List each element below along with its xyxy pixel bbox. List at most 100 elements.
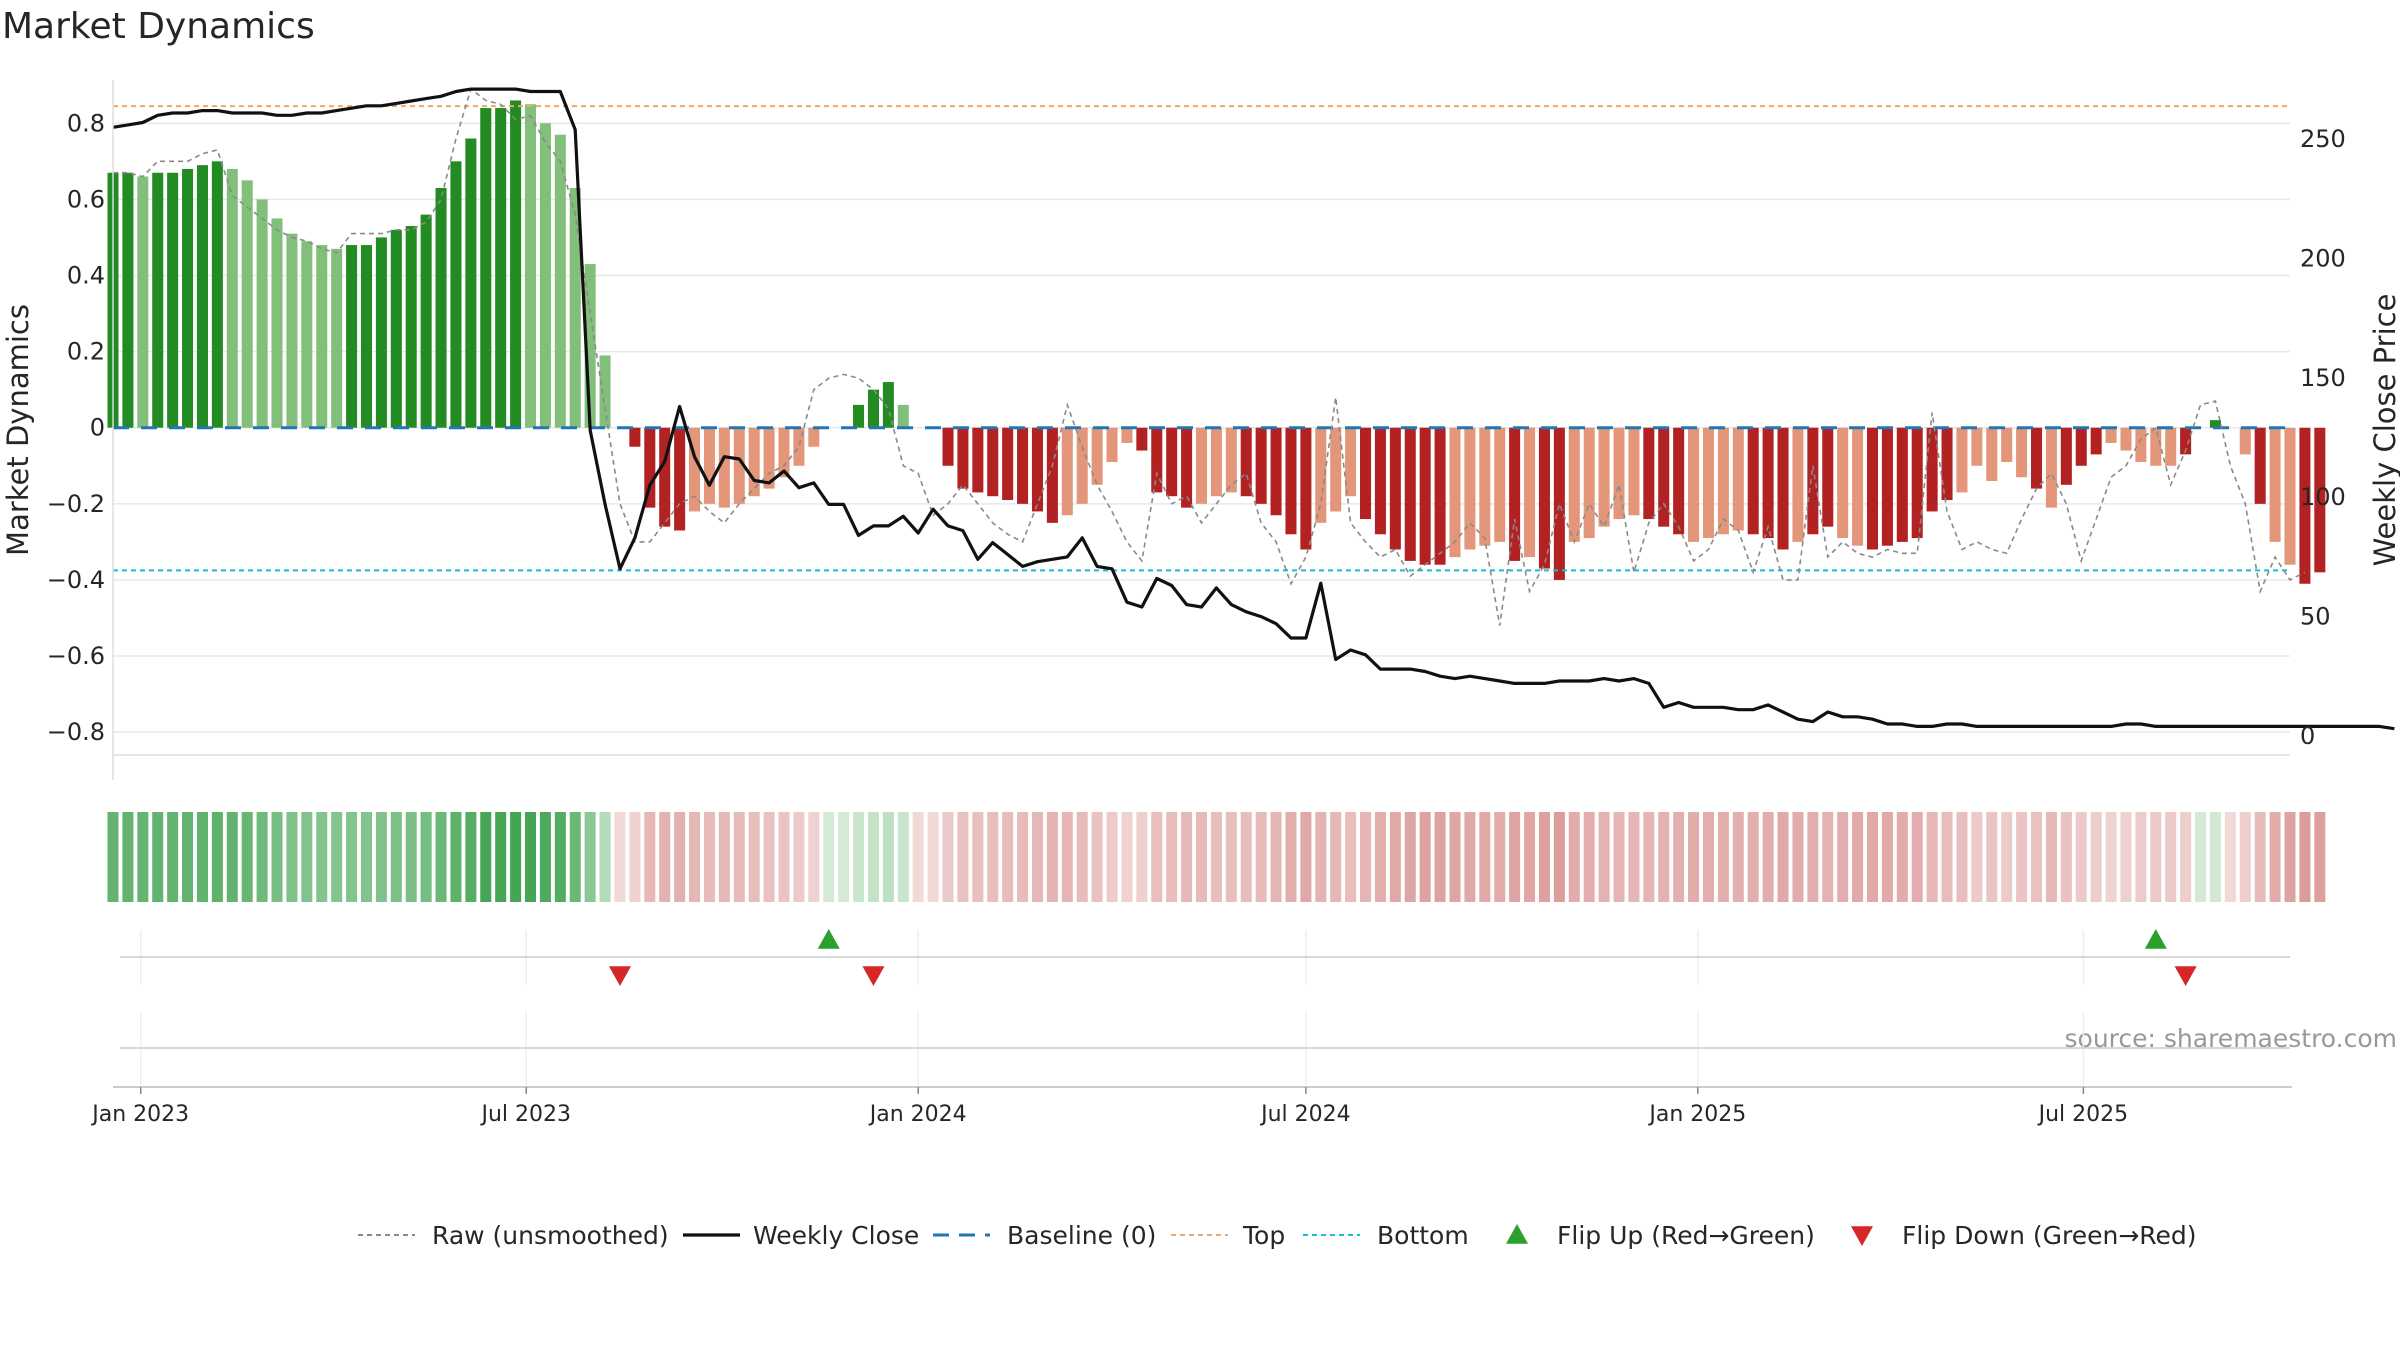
regime-strip-cell — [1494, 812, 1506, 902]
dynamics-bar — [853, 404, 865, 428]
legend-label: Flip Up (Red→Green) — [1557, 1221, 1815, 1250]
regime-strip-cell — [1240, 812, 1252, 902]
regime-strip-cell — [271, 812, 283, 902]
regime-strip-cell — [629, 812, 641, 902]
dynamics-bar — [390, 229, 402, 428]
dynamics-bar — [1270, 427, 1282, 516]
dynamics-bar — [1389, 427, 1401, 550]
axes: 0.8 0.6 0.4 0.2 0 −0.2 −0.4 −0.6 −0.8 250 200 150 10… — [47, 80, 2346, 1127]
regime-strip-cell — [1986, 812, 1998, 902]
regime-strip-cell — [2195, 812, 2207, 902]
dynamics-bar — [1255, 427, 1267, 504]
y-tick-label: 0.8 — [67, 109, 105, 137]
x-tick-label: Jan 2023 — [90, 1102, 189, 1127]
regime-strip-cell — [867, 812, 879, 902]
dynamics-bar — [2105, 427, 2117, 443]
dynamics-bar — [1911, 427, 1923, 539]
regime-strip-cell — [196, 812, 208, 902]
dynamics-bar — [1106, 427, 1118, 462]
regime-strip-cell — [2180, 812, 2192, 902]
dynamics-bar — [778, 427, 790, 478]
dynamics-bar — [1688, 427, 1700, 542]
regime-strip-cell — [2105, 812, 2117, 902]
regime-strip-cell — [1762, 812, 1774, 902]
regime-strip-cell — [644, 812, 656, 902]
legend-label: Flip Down (Green→Red) — [1902, 1221, 2197, 1250]
regime-strip-cell — [1896, 812, 1908, 902]
regime-strip-cell — [107, 812, 119, 902]
dynamics-bar — [1031, 427, 1043, 512]
regime-strip-cell — [331, 812, 343, 902]
regime-strip-cell — [137, 812, 149, 902]
dynamics-bar — [718, 427, 730, 508]
dynamics-bar — [1285, 427, 1297, 535]
dynamics-bar — [1300, 427, 1312, 550]
regime-strip-cell — [1538, 812, 1550, 902]
dynamics-bar — [1717, 427, 1729, 535]
dynamics-bar — [1628, 427, 1640, 516]
regime-strip-cell — [2314, 812, 2326, 902]
y-tick-label: −0.2 — [47, 490, 105, 518]
dynamics-bar — [1658, 427, 1670, 527]
dynamics-bar — [1509, 427, 1521, 561]
y2-tick-label: 50 — [2300, 603, 2331, 631]
y2-axis-label: Weekly Close Price — [2368, 294, 2400, 567]
dynamics-bar — [1837, 427, 1849, 539]
regime-strip-cell — [1747, 812, 1759, 902]
regime-strip-cell — [122, 812, 134, 902]
regime-strip-cell — [1643, 812, 1655, 902]
regime-strip-cell — [2284, 812, 2296, 902]
dynamics-bar — [1002, 427, 1014, 501]
regime-strip-cell — [1225, 812, 1237, 902]
regime-strip-cell — [1464, 812, 1476, 902]
regime-strip-cell — [733, 812, 745, 902]
regime-strip-cell — [495, 812, 507, 902]
dynamics-bar — [957, 427, 969, 489]
regime-strip-cell — [2299, 812, 2311, 902]
dynamics-bar — [1061, 427, 1073, 516]
regime-strip-cell — [897, 812, 909, 902]
regime-strip-cell — [1792, 812, 1804, 902]
regime-strip-cell — [2030, 812, 2043, 902]
dynamics-bar — [346, 245, 358, 428]
dynamics-bar — [689, 427, 701, 512]
regime-strip-cell — [241, 812, 253, 902]
regime-strip-cell — [1807, 812, 1819, 902]
dynamics-bar — [1822, 427, 1834, 527]
regime-strip-cell — [167, 812, 179, 902]
regime-strip-cell — [2269, 812, 2281, 902]
dynamics-bar — [733, 427, 745, 504]
regime-strip-cell — [2239, 812, 2251, 902]
regime-strip-cell — [748, 812, 760, 902]
regime-strip-cell — [554, 812, 566, 902]
lines — [112, 87, 2395, 731]
regime-strip-cell — [211, 812, 223, 902]
regime-strip-cell — [1598, 812, 1610, 902]
dynamics-bar — [1479, 427, 1491, 546]
dynamics-bar — [1404, 427, 1416, 561]
regime-strip-cell — [1837, 812, 1849, 902]
raw-series-line — [113, 87, 2306, 626]
regime-strip-cell — [689, 812, 701, 902]
dynamics-bar — [2180, 427, 2192, 455]
regime-strip-cell — [1524, 812, 1536, 902]
dynamics-bar — [1852, 427, 1864, 546]
dynamics-bar — [1553, 427, 1565, 580]
regime-strip-cell — [1091, 812, 1103, 902]
regime-strip-cell — [226, 812, 238, 902]
regime-strip-cell — [301, 812, 313, 902]
dynamics-bar — [122, 172, 134, 428]
regime-strip-cell — [808, 812, 820, 902]
flip-markers-panel — [120, 929, 2290, 986]
dynamics-bar — [510, 100, 522, 428]
dynamics-bar — [1076, 427, 1088, 504]
regime-strip-cell — [2001, 812, 2013, 902]
regime-strip-cell — [390, 812, 402, 902]
regime-strip-cell — [1673, 812, 1685, 902]
dynamics-bar — [808, 427, 820, 447]
regime-strip-cell — [1777, 812, 1789, 902]
dynamics-bar — [748, 427, 760, 497]
y-tick-label: 0 — [90, 414, 105, 442]
flip-up-marker — [817, 929, 840, 949]
